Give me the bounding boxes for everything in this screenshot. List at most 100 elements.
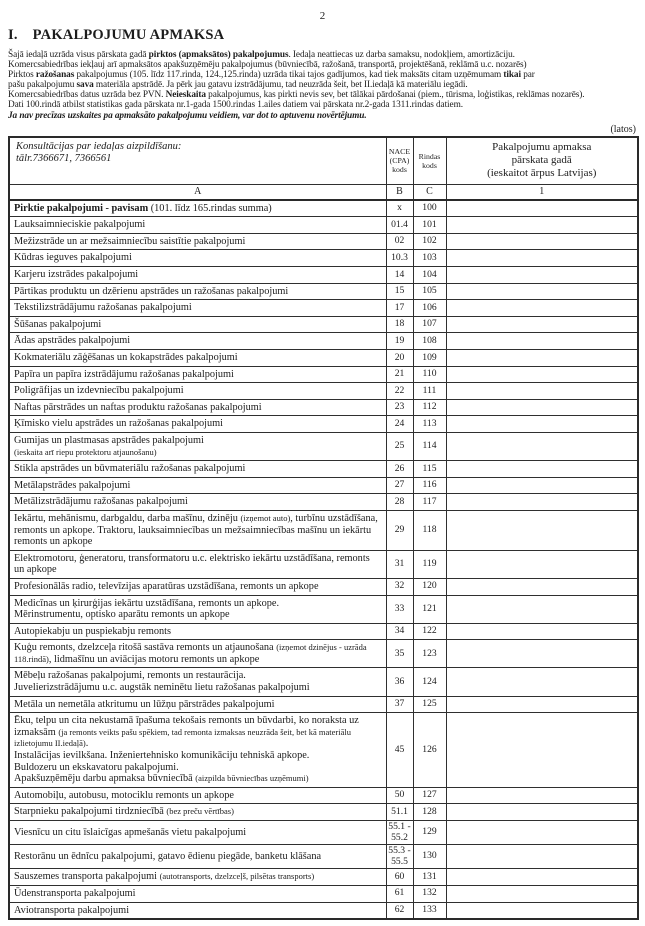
row-code-cell: 105 <box>412 282 447 301</box>
value-input-cell <box>445 476 639 495</box>
row-code-cell: 111 <box>412 382 447 400</box>
value-input-cell <box>445 803 639 821</box>
text-segment: Profesionālās radio, televīzijas aparatū… <box>14 580 319 592</box>
text-segment: Poligrāfijas un izdevniecību pakalpojumi <box>14 385 184 397</box>
service-description-cell: Gumijas un plastmasas apstrādes pakalpoj… <box>8 431 387 462</box>
column-letter-a: A <box>8 184 387 201</box>
value-input-cell <box>445 695 639 714</box>
description-line: Mežizstrāde un ar mežsaimniecību saistīt… <box>14 236 382 248</box>
text-segment: (ja remonts veikts pašu spēkiem, tad rem… <box>14 726 352 749</box>
table-row: Automobiļu, autobusu, motociklu remonts … <box>8 786 639 805</box>
text-segment: Ūdenstransporta pakalpojumi <box>14 887 136 899</box>
text-segment: Ja nav precīzas uzskaites pa apmaksāto p… <box>8 110 367 121</box>
row-code-cell: 126 <box>412 712 447 788</box>
text-segment: Lauksaimnieciskie pakalpojumi <box>14 219 146 231</box>
table-row: Mēbeļu ražošanas pakalpojumi, remonts un… <box>8 667 639 697</box>
nace-code-cell: 55.3 - 55.5 <box>385 844 414 870</box>
table-row: Metālapstrādes pakalpojumi 27 116 <box>8 476 639 495</box>
text-segment: . Iedaļa neattiecas uz darba samaksu, no… <box>288 50 515 60</box>
table-row: Ēku, telpu un cita nekustamā īpašuma tek… <box>8 712 639 788</box>
value-input-cell <box>445 884 639 903</box>
table-row: Tekstilizstrādājumu ražošanas pakalpojum… <box>8 299 639 317</box>
description-line: Mērinstrumentu, optisko aparātu remonts … <box>14 609 382 621</box>
table-row: Poligrāfijas un izdevniecību pakalpojumi… <box>8 382 639 400</box>
description-line: Viesnīcu un citu īslaicīgas apmešanās vi… <box>14 827 382 839</box>
nace-code-cell: 62 <box>385 901 414 920</box>
column-letter-c: C <box>412 184 447 201</box>
description-line: Aviotransporta pakalpojumi <box>14 905 382 917</box>
text-segment: Kokmateriālu zāģēšanas un kokapstrādes p… <box>14 352 238 363</box>
value-input-cell <box>445 232 639 251</box>
text-segment: , turbīnu uzstādīšana, remonts un apkope… <box>14 512 378 548</box>
text-segment: Gumijas un plastmasas apstrādes pakalpoj… <box>14 434 204 446</box>
intro-line: pašu pakalpojumu sava materiāla apstrādē… <box>8 80 637 90</box>
text-segment: Aviotransporta pakalpojumi <box>14 904 130 916</box>
value-input-cell <box>445 415 639 433</box>
value-input-cell <box>445 819 639 846</box>
nace-code-cell: 51.1 <box>385 803 414 821</box>
table-row: Kuģu remonts, dzelzceļa ritošā sastāva r… <box>8 639 639 669</box>
text-segment: Juvelierizstrādājumu u.c. augstāk neminē… <box>14 682 310 694</box>
text-segment: pašu pakalpojumu <box>8 80 77 91</box>
text-segment: Viesnīcu un citu īslaicīgas apmešanās vi… <box>14 826 247 838</box>
service-description-cell: Stikla apstrādes un būvmateriālu ražošan… <box>8 460 387 478</box>
row-code-cell: 108 <box>412 332 447 350</box>
table-header-row: Konsultācijas par iedaļas aizpildīšanu: … <box>8 136 639 186</box>
nace-code-cell: 27 <box>385 476 414 495</box>
page-number: 2 <box>319 10 326 22</box>
table-row: Metālizstrādājumu ražošanas pakalpojumi 2… <box>8 493 639 511</box>
service-description-cell: Elektromotoru, ģeneratoru, transformator… <box>8 549 387 579</box>
row-code-cell: 124 <box>412 667 447 697</box>
nace-code-cell: 21 <box>385 365 414 384</box>
table-row: Lauksaimnieciskie pakalpojumi 01.4 101 <box>8 216 639 234</box>
description-line: Ūdenstransporta pakalpojumi <box>14 888 382 900</box>
table-row: Ķīmisko vielu apstrādes un ražošanas pak… <box>8 415 639 433</box>
description-line: Metāla un nemetāla atkritumu un lūžņu pā… <box>14 699 382 711</box>
intro-line: Ja nav precīzas uzskaites pa apmaksāto p… <box>8 111 637 121</box>
nace-code-cell: 23 <box>385 398 414 417</box>
text-segment: Instalācijas ievilkšana. Inženiertehnisk… <box>14 750 310 762</box>
value-input-cell <box>445 667 639 697</box>
text-segment: Neieskaita <box>165 90 206 101</box>
row-code-cell: 116 <box>412 476 447 495</box>
nace-code-cell: x <box>385 199 414 218</box>
table-row: Gumijas un plastmasas apstrādes pakalpoj… <box>8 431 639 462</box>
text-segment: Pārtikas produktu un dzērienu apstrādes … <box>14 285 289 297</box>
text-segment: (aizpilda būvniecības uzņēmumi) <box>195 773 309 784</box>
nace-code-cell: 02 <box>385 232 414 251</box>
text-segment: Tekstilizstrādājumu ražošanas pakalpojum… <box>14 302 192 314</box>
service-description-cell: Medicīnas un ķirurģijas iekārtu uzstādīš… <box>8 594 387 624</box>
description-line: Stikla apstrādes un būvmateriālu ražošan… <box>14 463 382 475</box>
text-segment: Starpnieku pakalpojumi tirdzniecībā <box>14 806 167 818</box>
consultation-note-line1: Konsultācijas par iedaļas aizpildīšanu: <box>16 140 182 152</box>
service-description-cell: Tekstilizstrādājumu ražošanas pakalpojum… <box>8 299 387 317</box>
row-code-cell: 118 <box>412 509 447 551</box>
service-description-cell: Starpnieku pakalpojumi tirdzniecībā (bez… <box>8 803 387 821</box>
text-segment: Ēku, telpu un cita nekustamā īpašuma tek… <box>14 715 359 738</box>
text-segment: Karjeru izstrādes pakalpojumi <box>14 269 139 281</box>
col-header-value: Pakalpojumu apmaksa pārskata gadā (ieska… <box>445 136 639 186</box>
col-header-value-line3: (ieskaitot ārpus Latvijas) <box>487 167 597 180</box>
row-code-cell: 117 <box>412 493 447 511</box>
nace-code-cell: 25 <box>385 431 414 462</box>
row-code-cell: 113 <box>412 415 447 433</box>
service-description-cell: Autopiekabju un puspiekabju remonts <box>8 622 387 641</box>
service-description-cell: Automobiļu, autobusu, motociklu remonts … <box>8 786 387 805</box>
text-segment: Kuģu remonts, dzelzceļa ritošā sastāva r… <box>14 642 277 654</box>
text-segment: Komercsabiedrības datus uzrāda bez PVN. <box>8 90 166 101</box>
value-input-cell <box>445 199 639 218</box>
service-description-cell: Kokmateriālu zāģēšanas un kokapstrādes p… <box>8 349 387 367</box>
value-input-cell <box>445 349 639 367</box>
text-segment: Šūšanas pakalpojumi <box>14 318 102 330</box>
text-segment: (bez preču vērtības) <box>166 806 234 817</box>
text-segment: pakalpojumus (105. līdz 117.rinda, 124.,… <box>74 70 504 81</box>
row-code-cell: 100 <box>412 199 447 218</box>
value-input-cell <box>445 266 639 284</box>
row-code-cell: 103 <box>412 249 447 268</box>
text-segment: Sauszemes transporta pakalpojumi <box>14 871 160 883</box>
description-line: Elektromotoru, ģeneratoru, transformator… <box>14 553 382 576</box>
value-input-cell <box>445 639 639 669</box>
text-segment: Automobiļu, autobusu, motociklu remonts … <box>14 789 234 801</box>
nace-code-cell: 15 <box>385 282 414 301</box>
text-segment: Metālizstrādājumu ražošanas pakalpojumi <box>14 496 188 508</box>
